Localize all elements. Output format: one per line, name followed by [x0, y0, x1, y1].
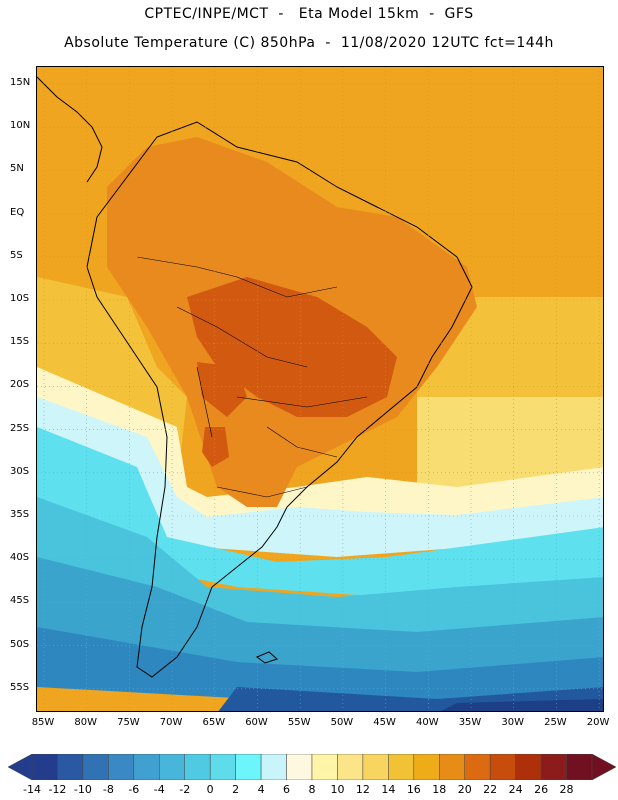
- colorbar-tick-label: -6: [128, 783, 140, 796]
- central-america-outline: [37, 76, 103, 183]
- lon-tick-label: 30W: [501, 717, 524, 728]
- colorbar-swatch: [337, 754, 364, 780]
- colorbar-swatch: [362, 754, 389, 780]
- falkland-islands-outline: [256, 651, 278, 664]
- lat-tick-label: 20S: [10, 379, 30, 391]
- lon-tick-label: 35W: [458, 717, 482, 728]
- colorbar-swatch: [209, 754, 236, 780]
- colorbar-tick-label: -4: [153, 783, 165, 796]
- colorbar-swatch: [388, 754, 415, 780]
- colorbar-swatch: [133, 754, 160, 780]
- colorbar-tick-label: -10: [73, 783, 92, 796]
- colorbar-swatch: [311, 754, 338, 780]
- lat-tick-label: 25S: [10, 422, 30, 434]
- lat-tick-label: 5N: [10, 163, 24, 175]
- lon-tick-label: 55W: [287, 717, 311, 728]
- colorbar-tick-label: 26: [534, 783, 549, 796]
- lon-tick-label: 70W: [159, 717, 183, 728]
- lon-tick-label: 20W: [586, 717, 610, 728]
- lon-tick-label: 50W: [330, 717, 354, 728]
- colorbar-swatch: [464, 754, 491, 780]
- lat-tick-label: EQ: [10, 206, 25, 218]
- lat-tick-label: 45S: [10, 595, 30, 607]
- field-band-cyan: [37, 427, 603, 597]
- field-band-mid-blue: [37, 557, 603, 677]
- colorbar-swatch: [159, 754, 185, 780]
- country-borders: [136, 256, 368, 498]
- lon-tick-label: 65W: [202, 717, 226, 728]
- field-band-navy: [441, 699, 603, 711]
- lon-tick-label: 25W: [544, 717, 567, 728]
- lon-tick-label: 75W: [117, 717, 140, 728]
- field-band-blue: [37, 627, 603, 707]
- colorbar-tick-label: 6: [283, 783, 291, 796]
- lat-tick-label: 40S: [10, 552, 30, 564]
- colorbar-swatch: [540, 754, 567, 780]
- colorbar-swatch: [235, 754, 262, 780]
- colorbar-tick-label: -8: [102, 783, 114, 796]
- colorbar-tick-label: 22: [483, 783, 498, 796]
- field-hot-core-chaco: [197, 362, 247, 417]
- lat-tick-label: 5S: [10, 249, 23, 261]
- temperature-map: [36, 66, 604, 712]
- colorbar-tick-label: 12: [355, 783, 370, 796]
- field-hot-core-argentina: [202, 427, 229, 467]
- colorbar-swatch: [260, 754, 287, 780]
- grid-lines: [37, 67, 603, 711]
- colorbar-tick-label: 2: [232, 783, 240, 796]
- colorbar-swatch: [108, 754, 135, 780]
- lat-tick-label: 35S: [10, 509, 30, 520]
- colorbar-swatch: [489, 754, 516, 780]
- colorbar-tick-label: 14: [381, 783, 396, 796]
- colorbar-tick-label: 10: [330, 783, 345, 796]
- lat-tick-label: 50S: [10, 638, 30, 650]
- colorbar-tick-label: -14: [23, 783, 41, 796]
- colorbar-swatch: [184, 754, 211, 780]
- field-band-cream: [37, 367, 603, 527]
- colorbar-right-arrow: [591, 754, 616, 780]
- lon-tick-label: 80W: [74, 717, 97, 728]
- colorbar: [8, 754, 616, 780]
- colorbar-swatch: [82, 754, 109, 780]
- lat-tick-label: 10N: [10, 120, 31, 132]
- colorbar-tick-label: 4: [257, 783, 265, 796]
- lon-tick-label: 60W: [245, 717, 268, 728]
- lat-tick-label: 10S: [10, 293, 30, 304]
- south-america-outline: [86, 121, 473, 678]
- field-band-pale-cyan: [37, 397, 603, 557]
- chart-title-line-2: Absolute Temperature (C) 850hPa - 11/08/…: [64, 35, 554, 51]
- colorbar-tick-label: 28: [559, 783, 574, 796]
- lat-tick-label: 30S: [10, 465, 30, 477]
- colorbar-tick-label: 0: [206, 783, 214, 796]
- lon-tick-label: 40W: [415, 717, 439, 728]
- colorbar-tick-label: 20: [457, 783, 472, 796]
- colorbar-tick-label: 24: [508, 783, 523, 796]
- colorbar-swatch: [515, 754, 542, 780]
- lat-tick-label: 15S: [10, 336, 30, 348]
- colorbar-swatch: [57, 754, 84, 780]
- colorbar-swatch: [413, 754, 440, 780]
- colorbar-left-arrow: [8, 754, 33, 780]
- colorbar-swatch: [439, 754, 465, 780]
- colorbar-swatch: [566, 754, 593, 780]
- temperature-field-svg: [37, 67, 603, 711]
- colorbar-swatch: [286, 754, 313, 780]
- colorbar-tick-label: 8: [308, 783, 316, 796]
- lon-tick-label: 85W: [31, 717, 55, 728]
- lat-tick-label: 15N: [10, 77, 31, 88]
- colorbar-tick-label: 16: [406, 783, 421, 796]
- colorbar-tick-label: -12: [48, 783, 67, 796]
- colorbar-tick-label: -2: [179, 783, 191, 796]
- colorbar-tick-label: 18: [432, 783, 447, 796]
- chart-title-line-1: CPTEC/INPE/MCT - Eta Model 15km - GFS: [144, 6, 474, 22]
- colorbar-swatch: [31, 754, 58, 780]
- lon-tick-label: 45W: [373, 717, 396, 728]
- lat-tick-label: 55S: [10, 681, 30, 693]
